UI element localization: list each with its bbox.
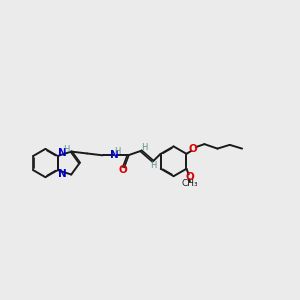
Text: H: H: [114, 147, 120, 156]
Text: O: O: [189, 144, 198, 154]
Text: CH₃: CH₃: [182, 179, 199, 188]
Text: H: H: [141, 142, 147, 152]
Text: O: O: [118, 165, 127, 175]
Text: N: N: [58, 148, 67, 158]
Text: H: H: [63, 145, 69, 154]
Text: N: N: [110, 150, 119, 160]
Text: H: H: [151, 161, 157, 170]
Text: O: O: [185, 172, 194, 182]
Text: N: N: [58, 169, 67, 178]
